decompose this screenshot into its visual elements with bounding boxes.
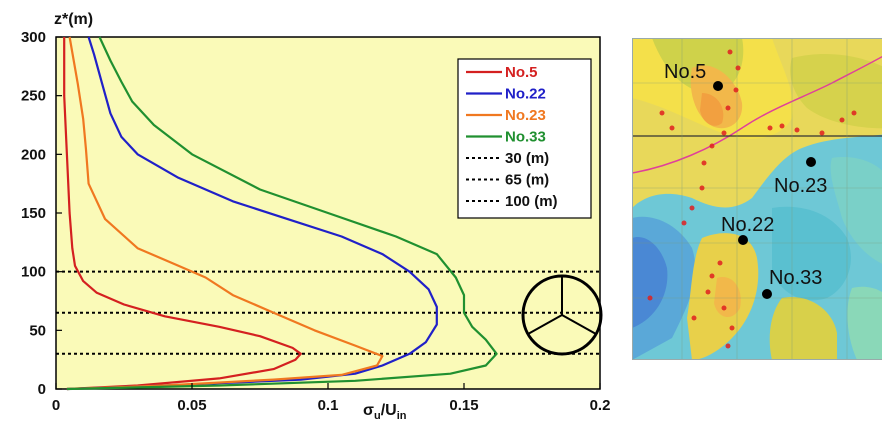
profile-chart: 0 50 100 150 200 250 300 0 0.05 0.1 0.2 0.15 z*(m)… — [21, 11, 611, 422]
legend-label: No.22 — [505, 86, 546, 103]
legend: No.5 No.22 No.23 No.33 30 (m) 65 (m) 100 (m) — [457, 58, 592, 219]
y-axis-ticks: 0 50 100 150 200 250 300 — [21, 29, 62, 398]
x-axis-label-sub2: in — [397, 410, 407, 422]
marker-no23 — [806, 157, 816, 167]
x-axis-label-mid: /U — [381, 402, 397, 419]
series-line-no22 — [66, 36, 438, 391]
map-label-no22: No.22 — [721, 214, 774, 236]
map-label-no23: No.23 — [774, 175, 827, 197]
y-tick-label: 300 — [21, 29, 46, 46]
x-axis-label: σu/Uin — [363, 402, 407, 422]
y-tick-label: 150 — [21, 205, 46, 222]
series-line-no23 — [66, 36, 384, 391]
legend-label: No.33 — [505, 129, 546, 146]
legend-label: 30 (m) — [505, 150, 549, 167]
x-tick-label: 0.2 — [590, 397, 611, 414]
legend-label: No.5 — [505, 64, 538, 81]
terrain-map: No.5 No.23 No.22 No.33 — [632, 38, 882, 360]
rotor-icon — [521, 274, 603, 356]
x-axis-ticks: 0 0.05 0.1 0.2 0.15 — [52, 383, 611, 414]
y-tick-label: 200 — [21, 146, 46, 163]
x-tick-label: 0.05 — [177, 397, 206, 414]
marker-no22 — [738, 235, 748, 245]
y-tick-label: 0 — [38, 381, 46, 398]
series-line-no33 — [66, 36, 498, 391]
marker-no5 — [713, 81, 723, 91]
y-tick-label: 100 — [21, 264, 46, 281]
legend-label: No.23 — [505, 107, 546, 124]
y-axis-label: z*(m) — [54, 11, 93, 28]
x-axis-label-main: σ — [363, 402, 374, 419]
x-tick-label: 0.15 — [449, 397, 478, 414]
reference-lines — [56, 270, 600, 355]
legend-box — [457, 58, 592, 219]
terrain-background — [632, 38, 882, 360]
map-label-no5: No.5 — [664, 61, 706, 83]
marker-no33 — [762, 289, 772, 299]
y-tick-label: 50 — [29, 322, 46, 339]
x-axis-label-sub1: u — [374, 410, 381, 422]
legend-label: 65 (m) — [505, 172, 549, 189]
legend-items: No.5 No.22 No.23 No.33 30 (m) 65 (m) 100 (m) — [466, 64, 558, 210]
x-tick-label: 0.1 — [318, 397, 339, 414]
x-tick-label: 0 — [52, 397, 60, 414]
legend-label: 100 (m) — [505, 193, 558, 210]
map-label-no33: No.33 — [769, 267, 822, 289]
y-tick-label: 250 — [21, 88, 46, 105]
series-line-no5 — [63, 37, 302, 391]
series-lines — [63, 36, 498, 391]
